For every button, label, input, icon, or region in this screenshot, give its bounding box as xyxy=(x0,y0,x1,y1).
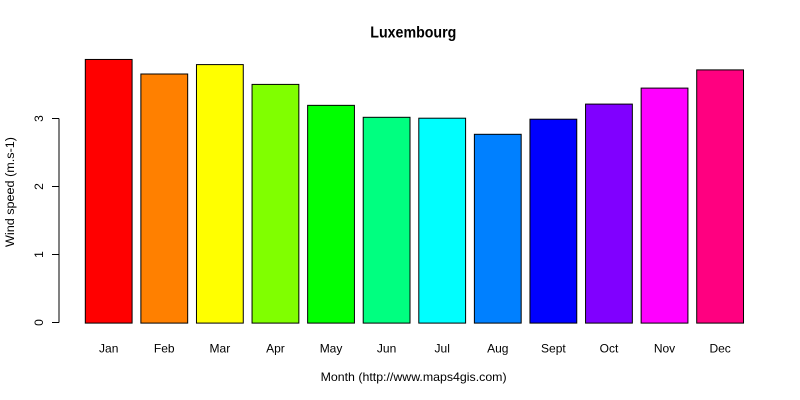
svg-text:Nov: Nov xyxy=(654,342,675,356)
svg-text:Month (http://www.maps4gis.com: Month (http://www.maps4gis.com) xyxy=(321,370,507,384)
svg-text:Jul: Jul xyxy=(435,342,450,356)
svg-text:3: 3 xyxy=(32,115,46,122)
svg-text:2: 2 xyxy=(32,183,46,190)
svg-text:Feb: Feb xyxy=(154,342,175,356)
svg-text:Aug: Aug xyxy=(487,342,508,356)
svg-text:Luxembourg: Luxembourg xyxy=(370,24,456,41)
svg-text:Wind speed (m.s-1): Wind speed (m.s-1) xyxy=(3,137,17,247)
svg-text:Apr: Apr xyxy=(266,342,285,356)
svg-text:0: 0 xyxy=(32,319,46,326)
svg-text:Dec: Dec xyxy=(709,342,730,356)
svg-text:Jan: Jan xyxy=(99,342,118,356)
svg-text:1: 1 xyxy=(32,251,46,258)
svg-text:Sept: Sept xyxy=(541,342,566,356)
svg-text:Jun: Jun xyxy=(377,342,396,356)
svg-text:Mar: Mar xyxy=(210,342,231,356)
svg-text:Oct: Oct xyxy=(600,342,619,356)
svg-text:May: May xyxy=(320,342,343,356)
